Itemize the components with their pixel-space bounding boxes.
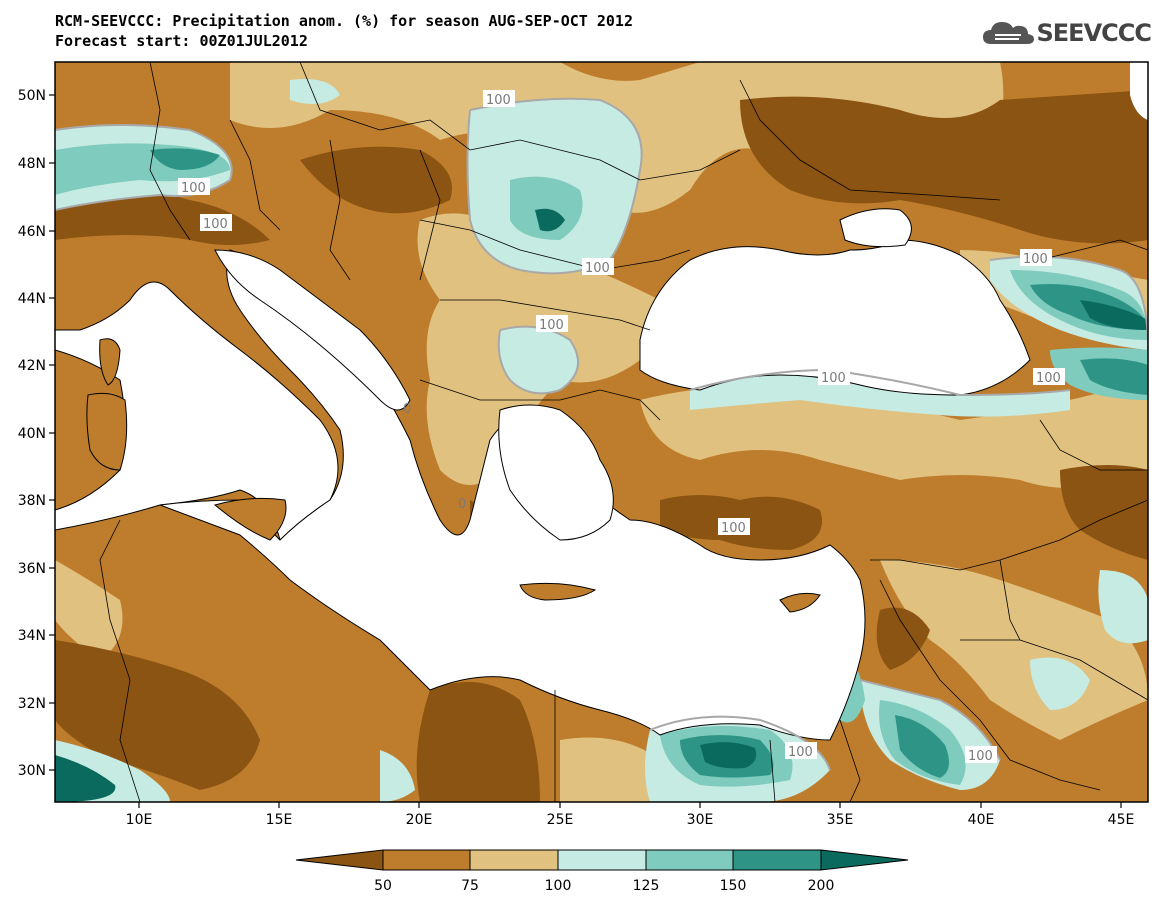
colorbar-label: 125 bbox=[633, 878, 660, 894]
colorbar bbox=[295, 849, 909, 871]
lat-tick-label: 36N bbox=[18, 561, 46, 577]
colorbar-segment-50-75 bbox=[382, 849, 471, 871]
central-mediterranean bbox=[159, 249, 866, 741]
region-extreme-wet-nile bbox=[700, 742, 757, 769]
sicily bbox=[213, 497, 287, 541]
colorbar-segment-above-200 bbox=[820, 849, 909, 871]
colorbar-label: 150 bbox=[720, 878, 747, 894]
colorbar-segment-below-50 bbox=[295, 849, 384, 871]
lon-tick-label: 10E bbox=[126, 812, 153, 828]
contour-label: 100 bbox=[821, 371, 846, 386]
logo-text: SEEVCCC bbox=[1036, 19, 1152, 47]
region-slightly-wet-jordan bbox=[1030, 657, 1090, 710]
colorbar-segment-75-100 bbox=[469, 849, 559, 871]
region-very-wet-georgia bbox=[1080, 358, 1148, 395]
region-very-dry-libya bbox=[55, 640, 260, 790]
region-extreme-wet-carpathians bbox=[535, 208, 565, 232]
colorbar-label: 50 bbox=[374, 878, 392, 894]
map-title: RCM-SEEVCCC: Precipitation anom. (%) for… bbox=[55, 12, 633, 30]
region-slightly-wet-iran bbox=[1098, 570, 1148, 644]
aegean-sea bbox=[498, 404, 614, 541]
contour-label: 100 bbox=[181, 181, 206, 196]
corsica bbox=[99, 338, 121, 386]
lat-tick-label: 30N bbox=[18, 763, 46, 779]
sea-of-azov bbox=[839, 208, 912, 248]
lon-tick-label: 30E bbox=[687, 812, 714, 828]
contour-label: 100 bbox=[721, 521, 746, 536]
lat-tick-label: 42N bbox=[18, 358, 46, 374]
adriatic-sea bbox=[214, 249, 411, 411]
lat-tick-label: 40N bbox=[18, 426, 46, 442]
caspian-sea-edge bbox=[1130, 62, 1148, 120]
black-sea bbox=[639, 239, 1031, 396]
seevccc-logo: SEEVCCC bbox=[981, 18, 1152, 48]
lat-tick-label: 34N bbox=[18, 628, 46, 644]
lon-tick-label: 15E bbox=[266, 812, 293, 828]
lat-tick-label: 46N bbox=[18, 224, 46, 240]
lon-tick-label: 45E bbox=[1108, 812, 1135, 828]
lon-tick-label: 25E bbox=[547, 812, 574, 828]
colorbar-segment-150-200 bbox=[732, 849, 822, 871]
region-slightly-wet-black-sea-coast bbox=[690, 370, 1070, 417]
colorbar-segment-100-125 bbox=[557, 849, 647, 871]
colorbar-segment-125-150 bbox=[645, 849, 734, 871]
contour-label: 100 bbox=[1036, 371, 1061, 386]
lat-tick-label: 32N bbox=[18, 696, 46, 712]
region-slightly-dry-anatolia bbox=[640, 380, 1148, 488]
contour-lines bbox=[55, 97, 1148, 771]
latitude-axis: 50N 48N 46N 44N 42N 40N 38N 36N 34N 32N … bbox=[18, 88, 55, 779]
colorbar-label: 75 bbox=[461, 878, 479, 894]
region-very-dry-central bbox=[300, 146, 452, 214]
region-slightly-wet-bulgaria bbox=[498, 326, 578, 394]
mediterranean-sea bbox=[55, 281, 339, 541]
lat-tick-label: 38N bbox=[18, 493, 46, 509]
lat-tick-label: 48N bbox=[18, 156, 46, 172]
contour-label: 100 bbox=[539, 318, 564, 333]
region-very-wet-sinai bbox=[895, 715, 949, 778]
lat-tick-label: 50N bbox=[18, 88, 46, 104]
sardinia bbox=[86, 392, 128, 471]
lon-tick-label: 20E bbox=[406, 812, 433, 828]
contour-label: 100 bbox=[788, 745, 813, 760]
region-very-dry-syria bbox=[876, 607, 930, 670]
anomaly-field: 100 100 100 100 100 100 100 100 100 100 … bbox=[55, 62, 1148, 802]
contour-label: 100 bbox=[1023, 252, 1048, 267]
region-extreme-wet-tunisia bbox=[55, 755, 116, 802]
region-very-wet-alps bbox=[150, 148, 220, 170]
contour-label: 0 bbox=[458, 497, 466, 512]
colorbar-label: 200 bbox=[808, 878, 835, 894]
region-slightly-wet-libya-east bbox=[380, 750, 415, 802]
region-wet-carpathians bbox=[510, 176, 583, 240]
region-extreme-wet-caucasus bbox=[1080, 300, 1148, 330]
region-very-dry-iraq bbox=[1060, 465, 1148, 560]
contour-label: 100 bbox=[203, 217, 228, 232]
contour-label-group: 100 100 100 100 100 100 100 100 100 100 … bbox=[178, 90, 1065, 764]
region-slightly-wet-poland bbox=[290, 79, 340, 104]
region-very-dry-ukraine bbox=[740, 90, 1148, 244]
contour-label: 100 bbox=[968, 749, 993, 764]
contour-label: 100 bbox=[585, 261, 610, 276]
region-slightly-dry-west bbox=[55, 560, 123, 660]
lon-tick-label: 35E bbox=[827, 812, 854, 828]
contour-label: 0 bbox=[403, 402, 411, 417]
cloud-logo-icon bbox=[982, 22, 1034, 44]
longitude-axis: 10E 15E 20E 25E 30E 35E 40E 45E bbox=[126, 802, 1135, 828]
forecast-start: Forecast start: 00Z01JUL2012 bbox=[55, 32, 308, 50]
contour-label: 100 bbox=[486, 93, 511, 108]
crete bbox=[519, 582, 597, 601]
lon-tick-label: 40E bbox=[968, 812, 995, 828]
region-very-dry-cyrenaica bbox=[416, 682, 540, 802]
lat-tick-label: 44N bbox=[18, 291, 46, 307]
colorbar-label: 100 bbox=[545, 878, 572, 894]
map-frame bbox=[54, 61, 1149, 803]
cyprus bbox=[779, 592, 821, 613]
country-borders bbox=[99, 62, 1148, 802]
